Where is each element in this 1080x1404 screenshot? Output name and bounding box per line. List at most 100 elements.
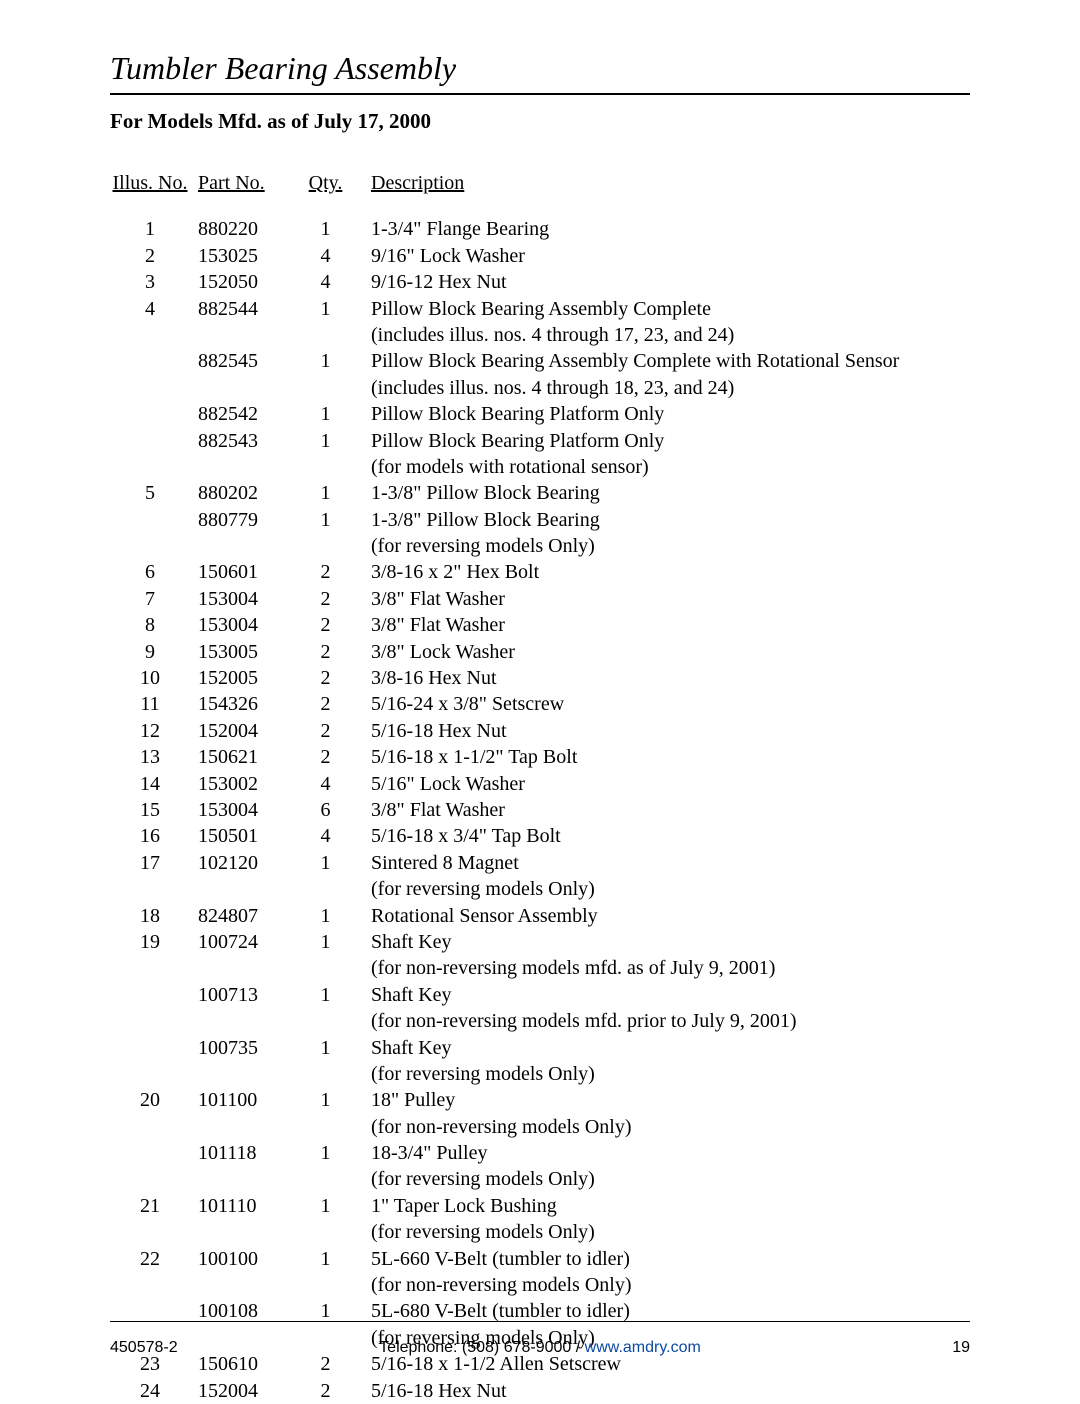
cell-qty: 1 [298, 903, 353, 929]
table-row: 171021201Sintered 8 Magnet [110, 850, 970, 876]
cell-part: 100100 [190, 1246, 298, 1272]
cell-qty: 4 [298, 243, 353, 269]
table-row: 8825421Pillow Block Bearing Platform Onl… [110, 401, 970, 427]
cell-desc: Shaft Key [353, 1035, 970, 1061]
cell-desc: (for non-reversing models Only) [353, 1114, 970, 1140]
cell-qty: 1 [298, 428, 353, 454]
header-qty: Qty. [298, 170, 353, 196]
table-row: 615060123/8-16 x 2" Hex Bolt [110, 559, 970, 585]
cell-illus: 19 [110, 929, 190, 955]
cell-desc: Pillow Block Bearing Platform Only [353, 428, 970, 454]
cell-part: 150501 [190, 823, 298, 849]
cell-desc: (for reversing models Only) [353, 1219, 970, 1245]
cell-desc: 1-3/8" Pillow Block Bearing [353, 480, 970, 506]
cell-qty: 1 [298, 1035, 353, 1061]
footer-left: 450578-2 [110, 1339, 178, 1357]
cell-desc: 18-3/4" Pulley [353, 1140, 970, 1166]
cell-part: 101100 [190, 1087, 298, 1113]
page-title: Tumbler Bearing Assembly [110, 50, 970, 87]
cell-qty: 1 [298, 982, 353, 1008]
table-row: (for reversing models Only) [110, 533, 970, 559]
table-row: 2415200425/16-18 Hex Nut [110, 1378, 970, 1404]
footer-right: 19 [952, 1339, 970, 1357]
cell-illus: 20 [110, 1087, 190, 1113]
cell-qty: 1 [298, 1087, 353, 1113]
cell-part: 824807 [190, 903, 298, 929]
cell-desc: (for reversing models Only) [353, 1166, 970, 1192]
cell-illus: 15 [110, 797, 190, 823]
cell-qty: 1 [298, 1193, 353, 1219]
cell-qty: 1 [298, 216, 353, 242]
cell-qty: 2 [298, 586, 353, 612]
cell-illus: 2 [110, 243, 190, 269]
cell-desc: Rotational Sensor Assembly [353, 903, 970, 929]
cell-part: 882544 [190, 296, 298, 322]
cell-illus: 4 [110, 296, 190, 322]
cell-part: 882543 [190, 428, 298, 454]
table-row: 815300423/8" Flat Washer [110, 612, 970, 638]
cell-part: 100724 [190, 929, 298, 955]
table-row: 915300523/8" Lock Washer [110, 639, 970, 665]
cell-part: 153004 [190, 612, 298, 638]
cell-qty: 4 [298, 823, 353, 849]
cell-part: 154326 [190, 691, 298, 717]
cell-desc: Shaft Key [353, 982, 970, 1008]
cell-qty: 1 [298, 348, 353, 374]
cell-part: 101118 [190, 1140, 298, 1166]
cell-part: 880202 [190, 480, 298, 506]
cell-qty: 1 [298, 480, 353, 506]
table-header: Illus. No. Part No. Qty. Description [110, 170, 970, 196]
cell-illus: 5 [110, 480, 190, 506]
cell-qty: 2 [298, 1378, 353, 1404]
cell-illus: 18 [110, 903, 190, 929]
table-row: (for non-reversing models mfd. as of Jul… [110, 955, 970, 981]
cell-desc: (includes illus. nos. 4 through 17, 23, … [353, 322, 970, 348]
cell-desc: 3/8-16 x 2" Hex Bolt [353, 559, 970, 585]
table-row: 1215200425/16-18 Hex Nut [110, 718, 970, 744]
cell-qty: 2 [298, 559, 353, 585]
cell-illus: 10 [110, 665, 190, 691]
cell-desc: 3/8" Flat Washer [353, 586, 970, 612]
table-row: (for non-reversing models Only) [110, 1272, 970, 1298]
cell-qty: 1 [298, 1140, 353, 1166]
cell-desc: 5L-660 V-Belt (tumbler to idler) [353, 1246, 970, 1272]
cell-qty: 2 [298, 665, 353, 691]
table-row: 1115432625/16-24 x 3/8" Setscrew [110, 691, 970, 717]
cell-illus: 1 [110, 216, 190, 242]
cell-desc: 5/16-18 x 1-1/2" Tap Bolt [353, 744, 970, 770]
cell-illus: 6 [110, 559, 190, 585]
cell-part: 152050 [190, 269, 298, 295]
table-row: 588020211-3/8" Pillow Block Bearing [110, 480, 970, 506]
footer-link[interactable]: www.amdry.com [585, 1339, 701, 1356]
cell-illus: 21 [110, 1193, 190, 1219]
page-footer: Telephone: (508) 678-9000 / www.amdry.co… [110, 1339, 970, 1357]
cell-desc: 1-3/4" Flange Bearing [353, 216, 970, 242]
table-row: 1015200523/8-16 Hex Nut [110, 665, 970, 691]
cell-part: 152004 [190, 1378, 298, 1404]
footer-center-prefix: Telephone: (508) 678-9000 / [379, 1339, 584, 1356]
cell-desc: Pillow Block Bearing Assembly Complete [353, 296, 970, 322]
cell-desc: 5/16" Lock Washer [353, 771, 970, 797]
cell-part: 882545 [190, 348, 298, 374]
cell-illus: 8 [110, 612, 190, 638]
cell-desc: Pillow Block Bearing Assembly Complete w… [353, 348, 970, 374]
cell-qty: 1 [298, 296, 353, 322]
cell-desc: 9/16-12 Hex Nut [353, 269, 970, 295]
cell-desc: (for non-reversing models mfd. as of Jul… [353, 955, 970, 981]
cell-desc: 3/8-16 Hex Nut [353, 665, 970, 691]
cell-desc: 5/16-24 x 3/8" Setscrew [353, 691, 970, 717]
cell-qty: 2 [298, 744, 353, 770]
table-body: 188022011-3/4" Flange Bearing215302549/1… [110, 216, 970, 1404]
table-row: 88077911-3/8" Pillow Block Bearing [110, 507, 970, 533]
cell-part: 100713 [190, 982, 298, 1008]
cell-qty: 2 [298, 639, 353, 665]
cell-part: 152004 [190, 718, 298, 744]
table-row: 188248071Rotational Sensor Assembly [110, 903, 970, 929]
cell-qty: 1 [298, 850, 353, 876]
cell-illus: 11 [110, 691, 190, 717]
cell-desc: 5/16-18 x 3/4" Tap Bolt [353, 823, 970, 849]
cell-desc: 3/8" Lock Washer [353, 639, 970, 665]
cell-illus: 22 [110, 1246, 190, 1272]
cell-qty: 1 [298, 507, 353, 533]
header-part: Part No. [190, 170, 298, 196]
